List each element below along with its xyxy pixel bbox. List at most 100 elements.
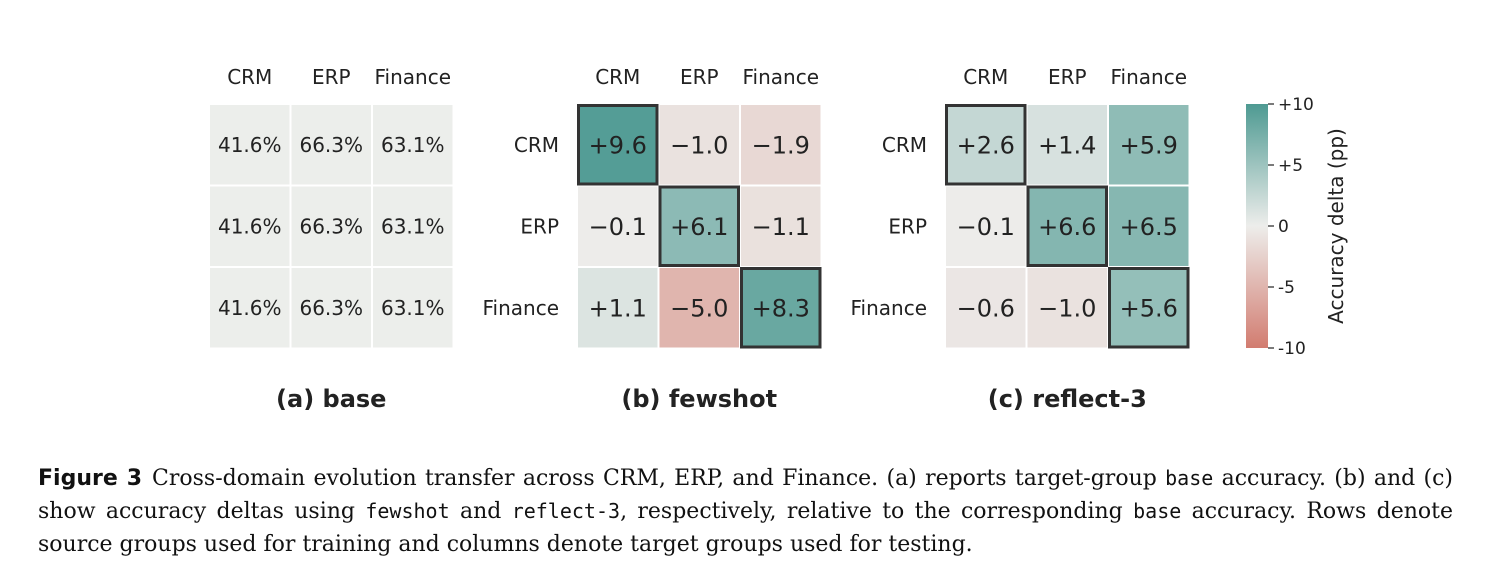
caption-code-reflect: reflect-3 bbox=[511, 499, 621, 523]
column-label: Finance bbox=[1110, 65, 1187, 89]
colorbar-tick-label: +10 bbox=[1278, 95, 1314, 115]
caption-label: Figure 3 bbox=[38, 466, 143, 491]
cell-value-label: −0.6 bbox=[957, 294, 1015, 322]
cell-value-label: +1.4 bbox=[1038, 131, 1096, 159]
column-label: Finance bbox=[742, 65, 819, 89]
diagonal-highlight bbox=[740, 267, 822, 349]
heatmap-panels: CRM ERP Finance 41.6% 66.3% 63.1% 41.6% 66.3% 63… bbox=[210, 65, 1190, 413]
heatmap-cell bbox=[578, 268, 658, 348]
heatmap-cell bbox=[578, 186, 658, 266]
cell-value-label: −1.0 bbox=[1038, 294, 1096, 322]
heatmap-cell bbox=[946, 268, 1026, 348]
colorbar-tick-label: -5 bbox=[1278, 278, 1295, 298]
row-label: ERP bbox=[520, 214, 559, 238]
cell-value-label: −1.9 bbox=[752, 131, 810, 159]
diagonal-highlight bbox=[658, 185, 740, 267]
heatmap-cell bbox=[1027, 268, 1107, 348]
colorbar-tick-label: -10 bbox=[1278, 339, 1306, 359]
cell-value-label: −5.0 bbox=[670, 294, 728, 322]
heatmap-cell bbox=[659, 105, 739, 185]
row-label: ERP bbox=[888, 214, 927, 238]
cell-value-label: 66.3% bbox=[299, 296, 363, 320]
cell-value-label: −0.1 bbox=[589, 213, 647, 241]
cell-value-label: +8.3 bbox=[752, 294, 810, 322]
cell-value-label: 41.6% bbox=[218, 296, 282, 320]
caption-text-1: Cross-domain evolution transfer across C… bbox=[152, 466, 1166, 491]
panel-title: (b) fewshot bbox=[621, 385, 777, 413]
row-label: Finance bbox=[482, 296, 559, 320]
panel-title: (a) base bbox=[276, 385, 386, 413]
row-label: CRM bbox=[882, 133, 927, 157]
cell-value-label: +5.6 bbox=[1120, 294, 1178, 322]
colorbar-tick-label: 0 bbox=[1278, 217, 1289, 237]
heatmap-cell bbox=[1027, 186, 1107, 266]
heatmap-cell bbox=[1109, 268, 1189, 348]
column-label: ERP bbox=[312, 65, 351, 89]
cell-value-label: +2.6 bbox=[957, 131, 1015, 159]
heatmap-cell bbox=[1109, 186, 1189, 266]
cell-value-label: +9.6 bbox=[589, 131, 647, 159]
heatmap-cell bbox=[659, 268, 739, 348]
column-label: ERP bbox=[1048, 65, 1087, 89]
diagonal-highlight bbox=[1108, 267, 1190, 349]
heatmap-cell bbox=[373, 186, 453, 266]
colorbar-gradient bbox=[1246, 104, 1268, 348]
column-label: CRM bbox=[963, 65, 1008, 89]
caption-code-fewshot: fewshot bbox=[365, 499, 450, 523]
cell-value-label: −1.1 bbox=[752, 213, 810, 241]
cell-value-label: −1.0 bbox=[670, 131, 728, 159]
row-label: CRM bbox=[514, 133, 559, 157]
column-label: Finance bbox=[374, 65, 451, 89]
heatmap-cell bbox=[210, 105, 290, 185]
cell-value-label: 41.6% bbox=[218, 214, 282, 238]
heatmap-cell bbox=[578, 105, 658, 185]
cell-value-label: 41.6% bbox=[218, 133, 282, 157]
heatmap-cell bbox=[210, 268, 290, 348]
cell-value-label: +6.5 bbox=[1120, 213, 1178, 241]
caption-text-3: and bbox=[449, 499, 512, 524]
heatmap-cell bbox=[210, 186, 290, 266]
panel-title: (c) reflect-3 bbox=[988, 385, 1147, 413]
cell-value-label: −0.1 bbox=[957, 213, 1015, 241]
cell-value-label: 66.3% bbox=[299, 214, 363, 238]
figure-3-heatmaps: CRM ERP Finance 41.6% 66.3% 63.1% 41.6% 66.3% 63… bbox=[210, 65, 1348, 413]
colorbar-label: Accuracy delta (pp) bbox=[1324, 128, 1348, 324]
diagonal-highlight bbox=[945, 104, 1027, 186]
colorbar: +10 +5 0 -5 -10 Accuracy delta (pp) bbox=[1246, 95, 1348, 359]
caption-code-base-2: base bbox=[1133, 499, 1182, 523]
heatmap-cell bbox=[1109, 105, 1189, 185]
heatmap-panel-1: CRM ERP Finance 41.6% 66.3% 63.1% 41.6% 66.3% 63… bbox=[210, 65, 453, 413]
heatmap-cell bbox=[291, 105, 371, 185]
cell-value-label: +5.9 bbox=[1120, 131, 1178, 159]
heatmap-cell bbox=[373, 268, 453, 348]
heatmap-cell bbox=[659, 186, 739, 266]
colorbar-tick-label: +5 bbox=[1278, 156, 1303, 176]
cell-value-label: +1.1 bbox=[589, 294, 647, 322]
column-label: ERP bbox=[680, 65, 719, 89]
heatmap-cell bbox=[1027, 105, 1107, 185]
heatmap-panel-2: CRM ERP Finance CRM ERP Finance +9.6 −1.0 −1.9 −0… bbox=[482, 65, 822, 413]
cell-value-label: 63.1% bbox=[381, 214, 445, 238]
diagonal-highlight bbox=[1026, 185, 1108, 267]
heatmap-cell bbox=[741, 268, 821, 348]
column-label: CRM bbox=[227, 65, 272, 89]
heatmap-cell bbox=[373, 105, 453, 185]
cell-value-label: +6.1 bbox=[670, 213, 728, 241]
figure-caption: Figure 3 Cross-domain evolution transfer … bbox=[38, 462, 1453, 561]
row-label: Finance bbox=[850, 296, 927, 320]
cell-value-label: +6.6 bbox=[1038, 213, 1096, 241]
caption-code-base: base bbox=[1165, 466, 1214, 490]
heatmap-panel-3: CRM ERP Finance CRM ERP Finance +2.6 +1.4 +5.9 −0… bbox=[850, 65, 1190, 413]
heatmap-cell bbox=[291, 186, 371, 266]
caption-text-2: accuracy. (b) and (c) show accuracy delt… bbox=[38, 466, 1454, 524]
caption-text-4: , respectively, relative to the correspo… bbox=[620, 499, 1134, 524]
column-label: CRM bbox=[595, 65, 640, 89]
cell-value-label: 63.1% bbox=[381, 133, 445, 157]
heatmap-cell bbox=[946, 105, 1026, 185]
heatmap-cell bbox=[291, 268, 371, 348]
heatmap-cell bbox=[741, 186, 821, 266]
heatmap-cell bbox=[741, 105, 821, 185]
diagonal-highlight bbox=[577, 104, 659, 186]
cell-value-label: 63.1% bbox=[381, 296, 445, 320]
heatmap-cell bbox=[946, 186, 1026, 266]
